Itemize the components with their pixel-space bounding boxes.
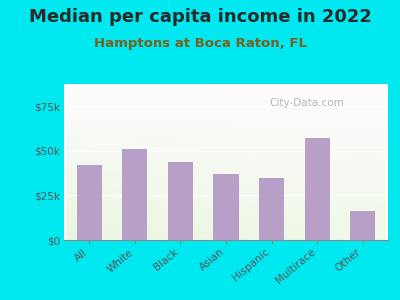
Bar bbox=[305, 138, 330, 240]
Text: Median per capita income in 2022: Median per capita income in 2022 bbox=[28, 8, 372, 26]
Text: Hamptons at Boca Raton, FL: Hamptons at Boca Raton, FL bbox=[94, 38, 306, 50]
Bar bbox=[76, 165, 102, 240]
Bar bbox=[214, 174, 238, 240]
Bar bbox=[350, 212, 376, 240]
Bar bbox=[259, 178, 284, 240]
Text: City-Data.com: City-Data.com bbox=[270, 98, 344, 108]
Bar bbox=[168, 162, 193, 240]
Bar bbox=[122, 149, 147, 240]
